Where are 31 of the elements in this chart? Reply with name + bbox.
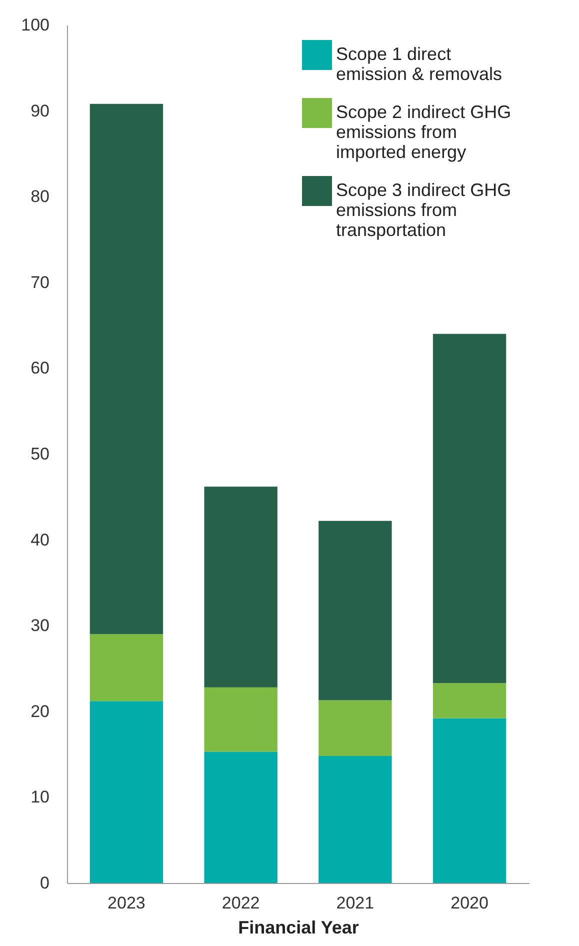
bar [432,718,506,883]
legend-label: Scope 3 indirect GHG emissions from transportation [336,180,512,240]
y-tick-label: 80 [30,187,50,206]
bar [318,756,392,883]
y-tick-label: 10 [30,788,50,807]
y-tick-label: 30 [30,616,50,636]
y-tick-label: 0 [40,874,50,892]
x-tick-label: 2021 [336,894,374,912]
y-tick-label: 40 [30,530,50,550]
x-tick-label: 2020 [450,894,488,912]
bar [432,334,506,684]
bar [204,752,278,883]
bar [318,520,392,700]
legend-label: Scope 2 indirect GHG emissions from imported energy [336,102,512,162]
x-tick-label: 2022 [222,894,260,912]
bar [432,683,506,718]
bar [90,634,164,702]
x-tick-label: 2023 [108,894,146,912]
bar [204,486,278,688]
bar [204,687,278,752]
bar [90,701,164,883]
y-tick-label: 50 [30,444,50,464]
y-tick-label: 70 [30,272,50,292]
x-axis-title: Financial Year [238,918,359,938]
y-tick-label: 60 [30,358,50,378]
y-tick-label: 90 [30,101,50,120]
y-tick-label: 20 [30,702,50,721]
y-tick-label: 100 [21,16,50,34]
legend-label: Scope 1 direct emission & removals [336,44,502,84]
bar [318,700,392,756]
bar [90,104,164,634]
